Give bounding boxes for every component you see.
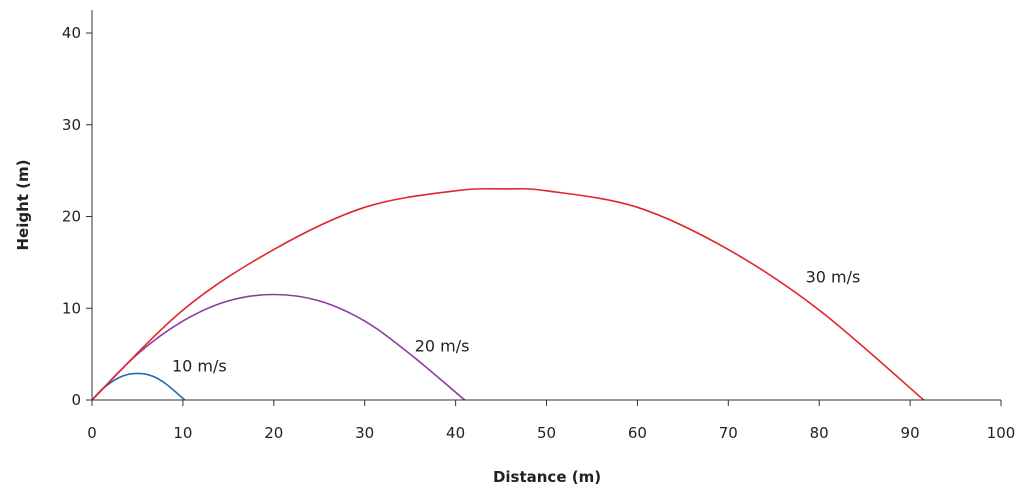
x-tick-label: 70 [719,424,738,442]
x-tick-label: 100 [987,424,1016,442]
x-tick-label: 80 [810,424,829,442]
trajectory-30ms-line [91,187,925,401]
y-axis-ticks: 0 10 20 30 40 [62,24,92,409]
series-labels: 10 m/s 20 m/s 30 m/s [172,268,860,376]
x-tick-label: 60 [628,424,647,442]
x-tick-label: 10 [173,424,192,442]
x-tick-label: 90 [901,424,920,442]
y-tick-label: 40 [62,24,81,42]
y-tick-label: 0 [71,391,81,409]
x-axis-ticks: 0 10 20 30 40 50 60 70 80 90 100 [87,400,1015,442]
x-tick-label: 0 [87,424,97,442]
x-axis-title: Distance (m) [493,468,601,486]
y-tick-label: 10 [62,299,81,317]
y-axis-title: Height (m) [14,159,32,250]
label-30ms: 30 m/s [806,268,861,287]
label-10ms: 10 m/s [172,357,227,376]
y-tick-label: 30 [62,116,81,134]
x-tick-label: 20 [264,424,283,442]
x-tick-label: 40 [446,424,465,442]
y-tick-label: 20 [62,208,81,226]
series-lines [91,187,925,401]
x-tick-label: 30 [355,424,374,442]
x-tick-label: 50 [537,424,556,442]
trajectory-20ms-line [91,293,466,401]
label-20ms: 20 m/s [415,336,470,355]
